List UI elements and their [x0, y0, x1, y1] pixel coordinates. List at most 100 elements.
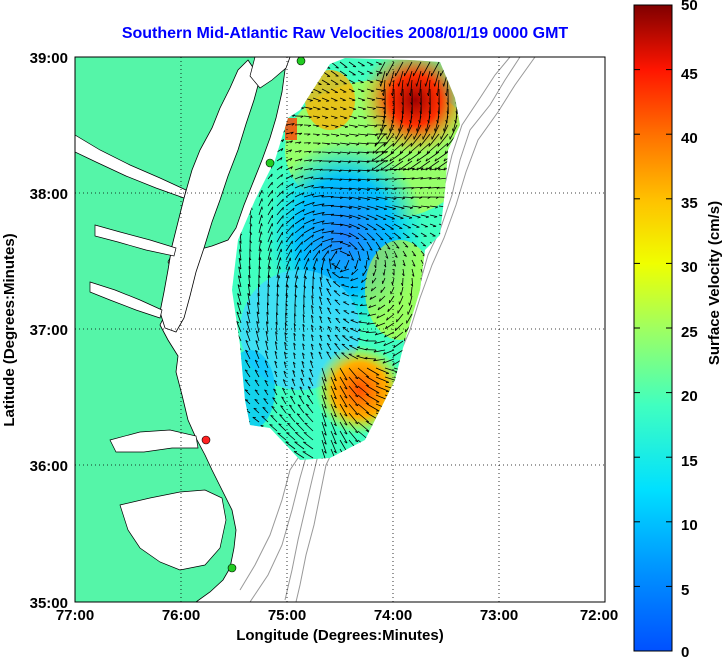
velocity-vector	[335, 309, 341, 315]
velocity-vector-head	[323, 258, 326, 262]
velocity-vector	[357, 106, 366, 110]
velocity-vector	[375, 79, 384, 83]
x-tick-label: 72:00	[580, 607, 618, 624]
velocity-vector-head	[434, 216, 438, 218]
velocity-vector	[267, 266, 270, 279]
velocity-vector	[375, 376, 390, 383]
velocity-vector-head	[425, 216, 429, 219]
velocity-vector	[330, 70, 339, 77]
velocity-vector	[407, 304, 413, 315]
velocity-vector-head	[311, 193, 315, 197]
velocity-vector	[294, 233, 304, 243]
velocity-vector	[348, 97, 356, 101]
velocity-vector-head	[402, 263, 406, 267]
velocity-vector-head	[344, 126, 349, 128]
velocity-vector-head	[261, 223, 263, 227]
velocity-vector-head	[295, 422, 300, 425]
colorbar-tick-label: 30	[681, 259, 698, 276]
velocity-vector-head	[383, 208, 388, 211]
velocity-vector	[264, 350, 269, 360]
velocity-vector-head	[335, 126, 339, 128]
velocity-vector	[267, 206, 274, 216]
velocity-vector-head	[357, 189, 361, 191]
velocity-vector	[330, 367, 337, 382]
velocity-vector-head	[314, 266, 316, 271]
velocity-vector	[244, 369, 251, 378]
velocity-vector	[303, 201, 315, 207]
velocity-vector	[357, 403, 370, 414]
velocity-vector-head	[365, 134, 369, 137]
velocity-vector	[294, 249, 302, 261]
velocity-vector-head	[239, 240, 242, 244]
velocity-vector	[258, 214, 263, 225]
velocity-vector-head	[316, 117, 320, 119]
velocity-vector	[422, 61, 431, 77]
velocity-vector	[376, 313, 386, 319]
velocity-vector-head	[382, 360, 386, 364]
velocity-vector-head	[238, 266, 242, 270]
velocity-vector	[384, 214, 395, 220]
velocity-vector	[276, 248, 282, 261]
velocity-vector	[244, 379, 251, 387]
velocity-vector-head	[330, 238, 334, 241]
velocity-vector	[420, 186, 431, 189]
velocity-vector	[303, 106, 313, 110]
velocity-vector	[256, 321, 260, 333]
velocity-vector	[311, 334, 314, 342]
velocity-vector	[393, 223, 403, 229]
velocity-vector	[292, 361, 296, 369]
velocity-vector-head	[359, 303, 363, 307]
velocity-vector	[420, 223, 428, 228]
velocity-vector-head	[399, 292, 402, 296]
velocity-vector-head	[271, 240, 273, 244]
velocity-vector	[389, 160, 404, 171]
velocity-vector-head	[281, 139, 285, 143]
velocity-vector	[267, 257, 271, 270]
velocity-vector-head	[296, 275, 299, 279]
velocity-vector-head	[323, 433, 327, 436]
velocity-vector-head	[266, 321, 269, 325]
velocity-vector	[277, 432, 287, 441]
velocity-vector-head	[373, 358, 377, 362]
x-tick-label: 73:00	[480, 607, 518, 624]
velocity-vector-head	[364, 347, 368, 350]
velocity-vector	[274, 360, 278, 369]
velocity-vector	[350, 319, 359, 324]
station-marker	[227, 563, 237, 573]
velocity-vector	[285, 441, 296, 450]
velocity-vector	[294, 275, 298, 288]
velocity-vector-head	[247, 283, 251, 287]
velocity-vector	[312, 168, 323, 171]
velocity-vector	[366, 232, 375, 241]
velocity-vector	[330, 439, 337, 454]
velocity-vector-head	[299, 386, 303, 389]
station-marker	[296, 57, 306, 66]
velocity-vector	[368, 304, 377, 309]
velocity-vector	[340, 277, 350, 279]
velocity-vector-head	[371, 99, 376, 101]
velocity-vector	[312, 88, 322, 94]
velocity-vector	[375, 97, 385, 100]
velocity-vector	[357, 214, 370, 220]
velocity-vector	[236, 321, 242, 333]
velocity-vector-head	[319, 168, 323, 172]
velocity-vector	[366, 367, 380, 376]
velocity-vector-head	[387, 247, 391, 250]
velocity-vector	[303, 266, 308, 279]
velocity-vector	[258, 206, 263, 216]
velocity-vector	[285, 232, 294, 243]
velocity-vector	[252, 416, 260, 423]
velocity-vector	[375, 250, 379, 260]
velocity-vector	[236, 302, 242, 315]
velocity-vector-head	[285, 441, 289, 443]
velocity-vector	[428, 79, 431, 96]
velocity-vector	[238, 266, 242, 279]
velocity-vector	[380, 115, 386, 132]
velocity-vector-head	[384, 198, 388, 201]
velocity-vector-head	[260, 239, 263, 244]
velocity-vector-head	[317, 108, 321, 111]
velocity-vector	[327, 307, 332, 315]
velocity-vector-head	[327, 152, 331, 155]
velocity-vector-head	[303, 304, 306, 308]
velocity-vector-head	[382, 351, 386, 355]
